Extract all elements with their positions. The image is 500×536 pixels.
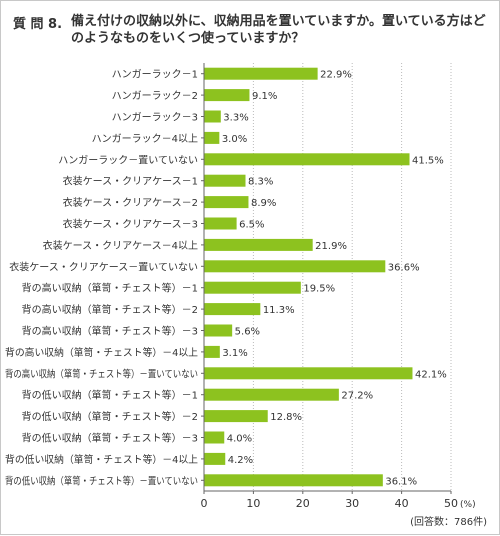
bar bbox=[204, 260, 386, 273]
bar bbox=[204, 452, 226, 465]
category-label: 衣装ケース・クリアケース－1 bbox=[63, 175, 198, 188]
bar bbox=[204, 345, 220, 358]
bar bbox=[204, 367, 413, 380]
category-label: 背の高い収納（箪笥・チェスト等）－置いていない bbox=[5, 367, 198, 380]
category-label: 背の低い収納（箪笥・チェスト等）－4以上 bbox=[5, 453, 198, 466]
x-tick-label: 40 bbox=[395, 497, 409, 510]
bar bbox=[204, 67, 318, 80]
bar bbox=[204, 196, 249, 209]
value-label: 4.0% bbox=[227, 434, 252, 445]
value-label: 36.1% bbox=[385, 476, 417, 487]
value-label: 36.6% bbox=[388, 262, 420, 273]
value-label: 4.2% bbox=[228, 455, 253, 466]
value-label: 19.5% bbox=[303, 284, 335, 295]
bar bbox=[204, 131, 220, 144]
bar bbox=[204, 89, 250, 102]
value-label: 8.9% bbox=[251, 198, 276, 209]
category-label: ハンガーラック－4以上 bbox=[92, 133, 198, 145]
value-label: 27.2% bbox=[341, 391, 373, 402]
value-label: 6.5% bbox=[239, 220, 264, 231]
bar bbox=[204, 431, 225, 444]
question-number: 質 問 8. bbox=[13, 17, 63, 32]
value-label: 3.3% bbox=[223, 113, 248, 124]
bar bbox=[204, 281, 301, 294]
bar bbox=[204, 110, 221, 123]
category-label: 衣装ケース・クリアケース－3 bbox=[63, 218, 198, 231]
category-label: ハンガーラック－置いていない bbox=[58, 154, 198, 166]
bar bbox=[204, 474, 383, 487]
value-label: 22.9% bbox=[320, 70, 352, 81]
question-title: 備え付けの収納以外に、収納用品を置いていますか。置いている方はどのようなものをい… bbox=[71, 14, 486, 46]
category-label: 背の高い収納（箪笥・チェスト等）－2 bbox=[22, 303, 198, 316]
value-label: 3.0% bbox=[222, 134, 247, 145]
category-label: ハンガーラック－1 bbox=[112, 69, 198, 81]
category-label: 衣装ケース・クリアケース－置いていない bbox=[9, 260, 198, 273]
value-label: 8.3% bbox=[248, 177, 273, 188]
value-label: 3.1% bbox=[222, 348, 247, 359]
bar bbox=[204, 410, 268, 423]
x-tick-label: 20 bbox=[296, 497, 310, 510]
bar bbox=[204, 388, 339, 401]
value-label: 11.3% bbox=[263, 305, 295, 316]
respondents-note: (回答数：786件) bbox=[410, 517, 487, 528]
bar bbox=[204, 217, 237, 230]
value-label: 5.6% bbox=[235, 327, 260, 338]
bar bbox=[204, 238, 313, 251]
category-label: ハンガーラック－2 bbox=[112, 90, 198, 102]
x-tick-label: 30 bbox=[345, 497, 359, 510]
category-label: ハンガーラック－3 bbox=[112, 112, 198, 124]
category-label: 衣装ケース・クリアケース－2 bbox=[63, 196, 198, 209]
bar bbox=[204, 174, 246, 187]
x-tick-label: 10 bbox=[246, 497, 260, 510]
value-label: 21.9% bbox=[315, 241, 347, 252]
category-label: 背の低い収納（箪笥・チェスト等）－1 bbox=[22, 389, 198, 402]
x-unit-label: (%) bbox=[460, 500, 476, 510]
category-label: 背の高い収納（箪笥・チェスト等）－4以上 bbox=[5, 346, 198, 359]
value-label: 12.8% bbox=[270, 412, 302, 423]
bar bbox=[204, 153, 410, 166]
category-label: 背の低い収納（箪笥・チェスト等）－2 bbox=[22, 410, 198, 423]
value-label: 41.5% bbox=[412, 155, 444, 166]
value-label: 9.1% bbox=[252, 91, 277, 102]
category-label: 背の高い収納（箪笥・チェスト等）－3 bbox=[22, 325, 198, 338]
category-label: 背の高い収納（箪笥・チェスト等）－1 bbox=[22, 282, 198, 295]
value-label: 42.1% bbox=[415, 369, 447, 380]
category-label: 背の低い収納（箪笥・チェスト等）－3 bbox=[22, 432, 198, 445]
bar bbox=[204, 303, 261, 316]
bar bbox=[204, 324, 233, 337]
category-label: 背の低い収納（箪笥・チェスト等）－置いていない bbox=[5, 474, 198, 487]
category-label: 衣装ケース・クリアケース－4以上 bbox=[43, 239, 198, 252]
x-tick-label: 50 bbox=[444, 497, 458, 510]
x-tick-label: 0 bbox=[201, 497, 208, 510]
